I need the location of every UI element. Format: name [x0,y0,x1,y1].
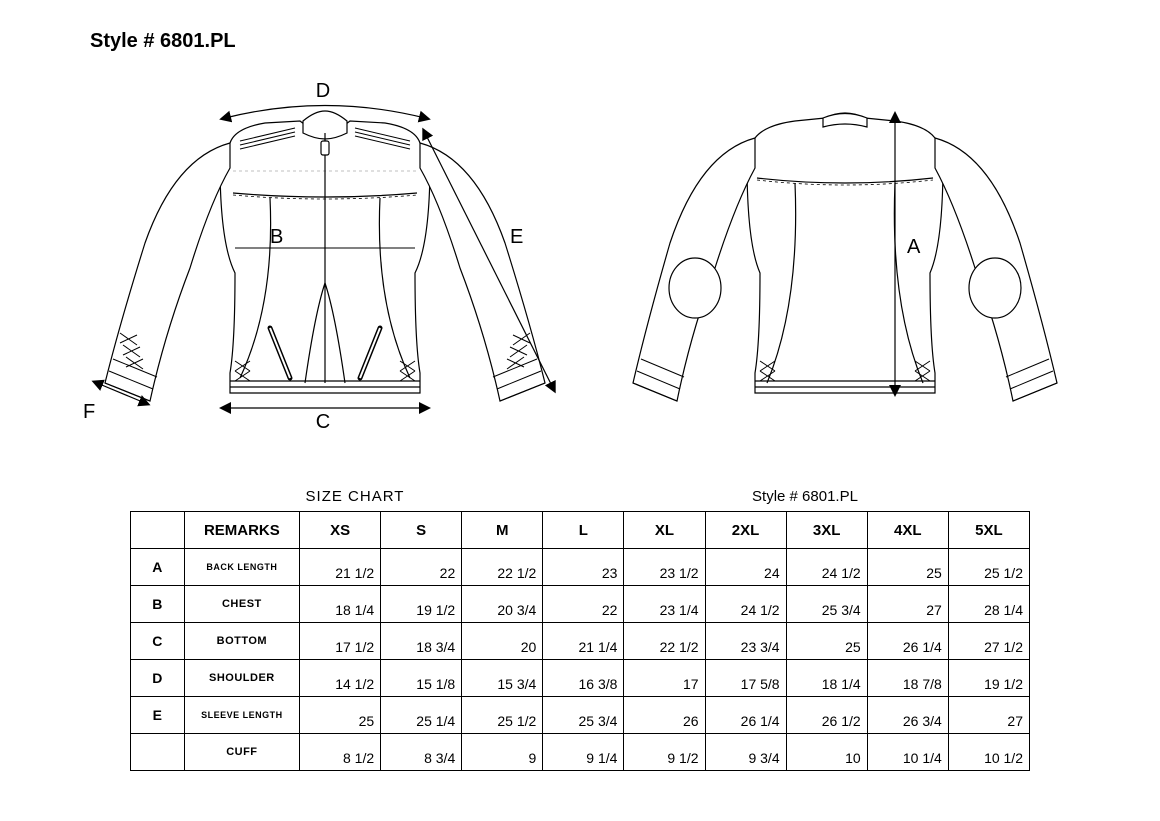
measurement-cell: 25 [300,697,381,734]
chart-header-row: SIZE CHART Style # 6801.PL [130,488,1030,505]
jacket-front-diagram: D E B C F [65,83,585,438]
measurement-cell: 18 1/4 [786,660,867,697]
measurement-cell: 17 1/2 [300,623,381,660]
measurement-cell: 25 [786,623,867,660]
measurement-cell: 10 [786,734,867,771]
measurement-cell: 18 1/4 [300,586,381,623]
row-remarks: CUFF [184,734,299,771]
measurement-cell: 23 [543,549,624,586]
measurement-cell: 14 1/2 [300,660,381,697]
measurement-cell: 17 [624,660,705,697]
measurement-cell: 9 1/4 [543,734,624,771]
measurement-cell: 10 1/2 [948,734,1029,771]
dim-label-D: D [316,83,330,102]
row-code: A [131,549,185,586]
measurement-cell: 28 1/4 [948,586,1029,623]
measurement-cell: 23 1/2 [624,549,705,586]
table-header-row: REMARKSXSSMLXL2XL3XL4XL5XL [131,512,1030,549]
measurement-cell: 26 3/4 [867,697,948,734]
table-header-cell: M [462,512,543,549]
table-header-cell: 2XL [705,512,786,549]
measurement-cell: 17 5/8 [705,660,786,697]
measurement-cell: 25 1/2 [462,697,543,734]
table-header-cell [131,512,185,549]
measurement-cell: 25 1/4 [381,697,462,734]
measurement-cell: 26 1/2 [786,697,867,734]
measurement-cell: 23 1/4 [624,586,705,623]
measurement-cell: 8 1/2 [300,734,381,771]
row-remarks: SHOULDER [184,660,299,697]
measurement-cell: 27 [867,586,948,623]
table-header-cell: 4XL [867,512,948,549]
measurement-cell: 15 3/4 [462,660,543,697]
measurement-cell: 22 [381,549,462,586]
dim-label-F: F [83,401,95,423]
measurement-cell: 21 1/4 [543,623,624,660]
table-row: ESLEEVE LENGTH2525 1/425 1/225 3/42626 1… [131,697,1030,734]
table-row: CBOTTOM17 1/218 3/42021 1/422 1/223 3/42… [131,623,1030,660]
row-code: C [131,623,185,660]
row-remarks: SLEEVE LENGTH [184,697,299,734]
measurement-cell: 22 1/2 [462,549,543,586]
dim-label-A: A [907,236,921,258]
measurement-cell: 20 3/4 [462,586,543,623]
table-row: CUFF8 1/28 3/499 1/49 1/29 3/41010 1/410… [131,734,1030,771]
measurement-cell: 18 7/8 [867,660,948,697]
measurement-cell: 22 [543,586,624,623]
measurement-cell: 25 1/2 [948,549,1029,586]
dim-label-C: C [316,411,330,433]
row-code: B [131,586,185,623]
table-header-cell: S [381,512,462,549]
table-header-cell: XL [624,512,705,549]
measurement-cell: 27 [948,697,1029,734]
measurement-cell: 26 1/4 [867,623,948,660]
table-header-cell: L [543,512,624,549]
dim-label-B: B [270,226,283,248]
measurement-cell: 25 3/4 [786,586,867,623]
diagram-row: D E B C F [60,83,1100,438]
dim-label-E: E [510,226,523,248]
measurement-cell: 19 1/2 [948,660,1029,697]
row-code [131,734,185,771]
measurement-cell: 10 1/4 [867,734,948,771]
measurement-cell: 26 1/4 [705,697,786,734]
measurement-cell: 24 1/2 [786,549,867,586]
measurement-cell: 24 1/2 [705,586,786,623]
measurement-cell: 22 1/2 [624,623,705,660]
measurement-cell: 24 [705,549,786,586]
row-remarks: CHEST [184,586,299,623]
measurement-cell: 25 [867,549,948,586]
jacket-back-diagram: A [595,93,1095,428]
table-header-cell: 5XL [948,512,1029,549]
row-code: D [131,660,185,697]
row-code: E [131,697,185,734]
chart-style-label: Style # 6801.PL [580,488,1030,505]
table-header-cell: XS [300,512,381,549]
chart-title: SIZE CHART [130,488,580,505]
measurement-cell: 9 3/4 [705,734,786,771]
table-header-cell: 3XL [786,512,867,549]
page-title: Style # 6801.PL [90,30,1100,53]
table-row: BCHEST18 1/419 1/220 3/42223 1/424 1/225… [131,586,1030,623]
measurement-cell: 16 3/8 [543,660,624,697]
table-header-cell: REMARKS [184,512,299,549]
measurement-cell: 26 [624,697,705,734]
measurement-cell: 9 1/2 [624,734,705,771]
measurement-cell: 9 [462,734,543,771]
row-remarks: BACK LENGTH [184,549,299,586]
measurement-cell: 19 1/2 [381,586,462,623]
measurement-cell: 25 3/4 [543,697,624,734]
row-remarks: BOTTOM [184,623,299,660]
measurement-cell: 27 1/2 [948,623,1029,660]
size-chart-table: REMARKSXSSMLXL2XL3XL4XL5XL ABACK LENGTH2… [130,511,1030,771]
measurement-cell: 21 1/2 [300,549,381,586]
measurement-cell: 18 3/4 [381,623,462,660]
table-row: DSHOULDER14 1/215 1/815 3/416 3/81717 5/… [131,660,1030,697]
measurement-cell: 20 [462,623,543,660]
measurement-cell: 23 3/4 [705,623,786,660]
measurement-cell: 15 1/8 [381,660,462,697]
measurement-cell: 8 3/4 [381,734,462,771]
table-row: ABACK LENGTH21 1/22222 1/22323 1/22424 1… [131,549,1030,586]
